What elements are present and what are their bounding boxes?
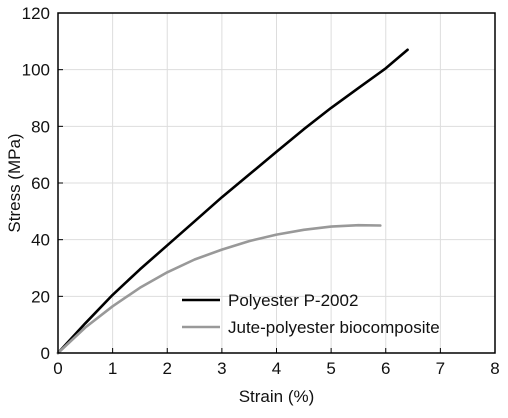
legend: Polyester P-2002 Jute-polyester biocompos… bbox=[182, 291, 440, 337]
y-tick-label: 100 bbox=[22, 61, 50, 80]
series-layer bbox=[56, 48, 409, 355]
x-tick-label: 4 bbox=[272, 359, 281, 378]
legend-label-2: Jute-polyester biocomposite bbox=[228, 318, 440, 337]
y-tick-label: 0 bbox=[41, 344, 50, 363]
y-tick-label: 60 bbox=[31, 174, 50, 193]
y-tick-label: 80 bbox=[31, 117, 50, 136]
x-tick-label: 0 bbox=[53, 359, 62, 378]
series-line-1 bbox=[56, 48, 409, 355]
x-tick-label: 8 bbox=[490, 359, 499, 378]
x-tick-label: 3 bbox=[217, 359, 226, 378]
grid-layer bbox=[57, 12, 496, 354]
axis-label-layer: Strain (%) Stress (MPa) bbox=[5, 133, 314, 406]
y-axis-label: Stress (MPa) bbox=[5, 133, 24, 232]
x-tick-label: 1 bbox=[108, 359, 117, 378]
y-tick-label: 40 bbox=[31, 231, 50, 250]
x-axis-label: Strain (%) bbox=[239, 387, 315, 406]
x-tick-label: 6 bbox=[381, 359, 390, 378]
series-line-2 bbox=[56, 223, 382, 355]
y-tick-label: 20 bbox=[31, 287, 50, 306]
x-tick-label: 5 bbox=[326, 359, 335, 378]
legend-label-1: Polyester P-2002 bbox=[228, 291, 358, 310]
x-tick-label: 2 bbox=[163, 359, 172, 378]
x-tick-label: 7 bbox=[436, 359, 445, 378]
y-tick-label: 120 bbox=[22, 4, 50, 23]
